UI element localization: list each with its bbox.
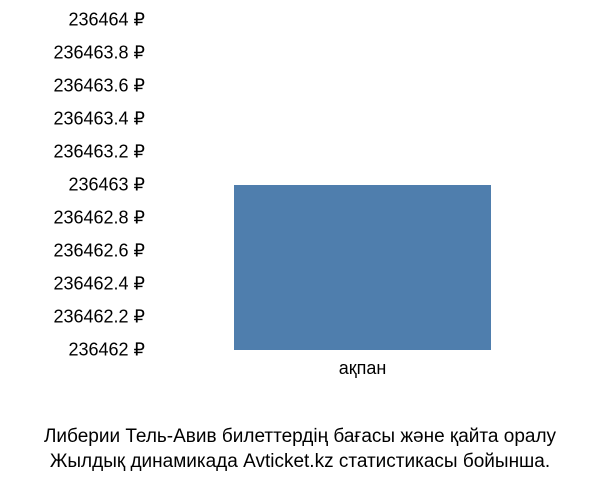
caption-line-2: Жылдық динамикада Avticket.kz статистика… — [0, 449, 600, 475]
chart-caption: Либерии Тель-Авив билеттердің бағасы жән… — [0, 424, 600, 475]
price-chart: 236464 ₽ 236463.8 ₽ 236463.6 ₽ 236463.4 ₽ 23… — [0, 0, 600, 500]
y-tick-label: 236463.4 ₽ — [0, 109, 145, 130]
y-tick-label: 236463 ₽ — [0, 175, 145, 196]
y-tick-label: 236462.6 ₽ — [0, 241, 145, 262]
y-tick-label: 236463.8 ₽ — [0, 43, 145, 64]
bar — [234, 185, 491, 350]
x-tick-label: ақпан — [155, 358, 570, 379]
plot-area — [155, 20, 570, 350]
y-tick-label: 236462.4 ₽ — [0, 274, 145, 295]
y-tick-label: 236463.6 ₽ — [0, 76, 145, 97]
y-tick-label: 236462 ₽ — [0, 340, 145, 361]
y-tick-label: 236463.2 ₽ — [0, 142, 145, 163]
caption-line-1: Либерии Тель-Авив билеттердің бағасы жән… — [0, 424, 600, 450]
y-tick-label: 236462.8 ₽ — [0, 208, 145, 229]
y-axis: 236464 ₽236463.8 ₽236463.6 ₽236463.4 ₽23… — [0, 20, 150, 350]
y-tick-label: 236464 ₽ — [0, 10, 145, 31]
y-tick-label: 236462.2 ₽ — [0, 307, 145, 328]
